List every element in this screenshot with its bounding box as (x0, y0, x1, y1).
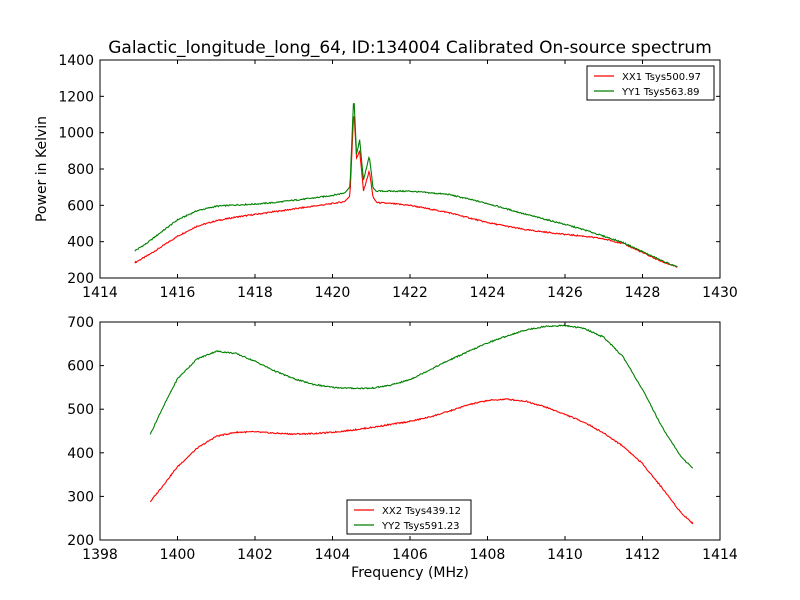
bottom-y-tick-label: 400 (67, 446, 94, 462)
bottom-x-tick-label: 1398 (82, 547, 118, 563)
bottom-x-tick-label: 1408 (470, 547, 506, 563)
top-x-tick-label: 1430 (702, 285, 738, 301)
top-series-2-line (134, 102, 678, 268)
bottom-legend-box (346, 499, 472, 535)
top-series-1-line (134, 116, 678, 268)
top-legend: XX1 Tsys500.97 YY1 Tsys563.89 (586, 65, 715, 101)
x-axis-label: Frequency (MHz) (351, 565, 469, 581)
bottom-y-tick-label: 500 (67, 402, 94, 418)
bottom-series-2-line (149, 324, 694, 469)
bottom-x-tick-label: 1414 (702, 547, 738, 563)
bottom-y-tick-label: 700 (67, 315, 94, 331)
bottom-x-tick-label: 1404 (315, 547, 351, 563)
top-y-tick-label: 1000 (58, 126, 94, 142)
top-x-tick-label: 1426 (547, 285, 583, 301)
bottom-legend: XX2 Tsys439.12 YY2 Tsys591.23 (346, 499, 472, 535)
top-y-tick-label: 200 (67, 271, 94, 287)
bottom-y-tick-label: 200 (67, 533, 94, 549)
bottom-x-tick-label: 1406 (392, 547, 428, 563)
top-legend-box (586, 65, 715, 101)
top-y-tick-label: 600 (67, 198, 94, 214)
bottom-y-tick-label: 300 (67, 489, 94, 505)
bottom-y-tick-label: 600 (67, 359, 94, 375)
top-x-tick-label: 1424 (470, 285, 506, 301)
top-x-tick-label: 1420 (315, 285, 351, 301)
bottom-x-tick-label: 1412 (625, 547, 661, 563)
y-axis-label: Power in Kelvin (34, 116, 50, 222)
chart-title: Galactic_longitude_long_64, ID:134004 Ca… (108, 38, 712, 58)
plot-area-bottom: 1398 1400 1402 1404 1406 1408 1410 1412 1414 200 3… (67, 315, 738, 563)
top-y-tick-label: 800 (67, 162, 94, 178)
top-x-tick-label: 1428 (625, 285, 661, 301)
top-x-tick-label: 1418 (237, 285, 273, 301)
top-y-tick-label: 1400 (58, 53, 94, 69)
top-legend-label: XX1 Tsys500.97 (622, 72, 701, 83)
bottom-x-tick-label: 1402 (237, 547, 273, 563)
top-x-tick-label: 1414 (82, 285, 118, 301)
bottom-x-tick-label: 1410 (547, 547, 583, 563)
top-panel: Galactic_longitude_long_64, ID:134004 Ca… (34, 38, 738, 301)
top-x-tick-label: 1422 (392, 285, 428, 301)
top-y-tick-label: 1200 (58, 89, 94, 105)
bottom-legend-label: XX2 Tsys439.12 (382, 506, 461, 517)
top-y-tick-label: 400 (67, 235, 94, 251)
top-x-tick-label: 1416 (160, 285, 196, 301)
bottom-series-1-line (149, 398, 694, 525)
top-legend-label: YY1 Tsys563.89 (621, 87, 700, 98)
bottom-panel: Frequency (MHz) 1398 1400 1402 1404 1406 1408… (67, 315, 738, 581)
plot-area-top: 1414 1416 1418 1420 1422 1424 1426 1428 1430 200 4… (58, 53, 737, 301)
bottom-x-tick-label: 1400 (160, 547, 196, 563)
bottom-legend-label: YY2 Tsys591.23 (381, 521, 460, 532)
